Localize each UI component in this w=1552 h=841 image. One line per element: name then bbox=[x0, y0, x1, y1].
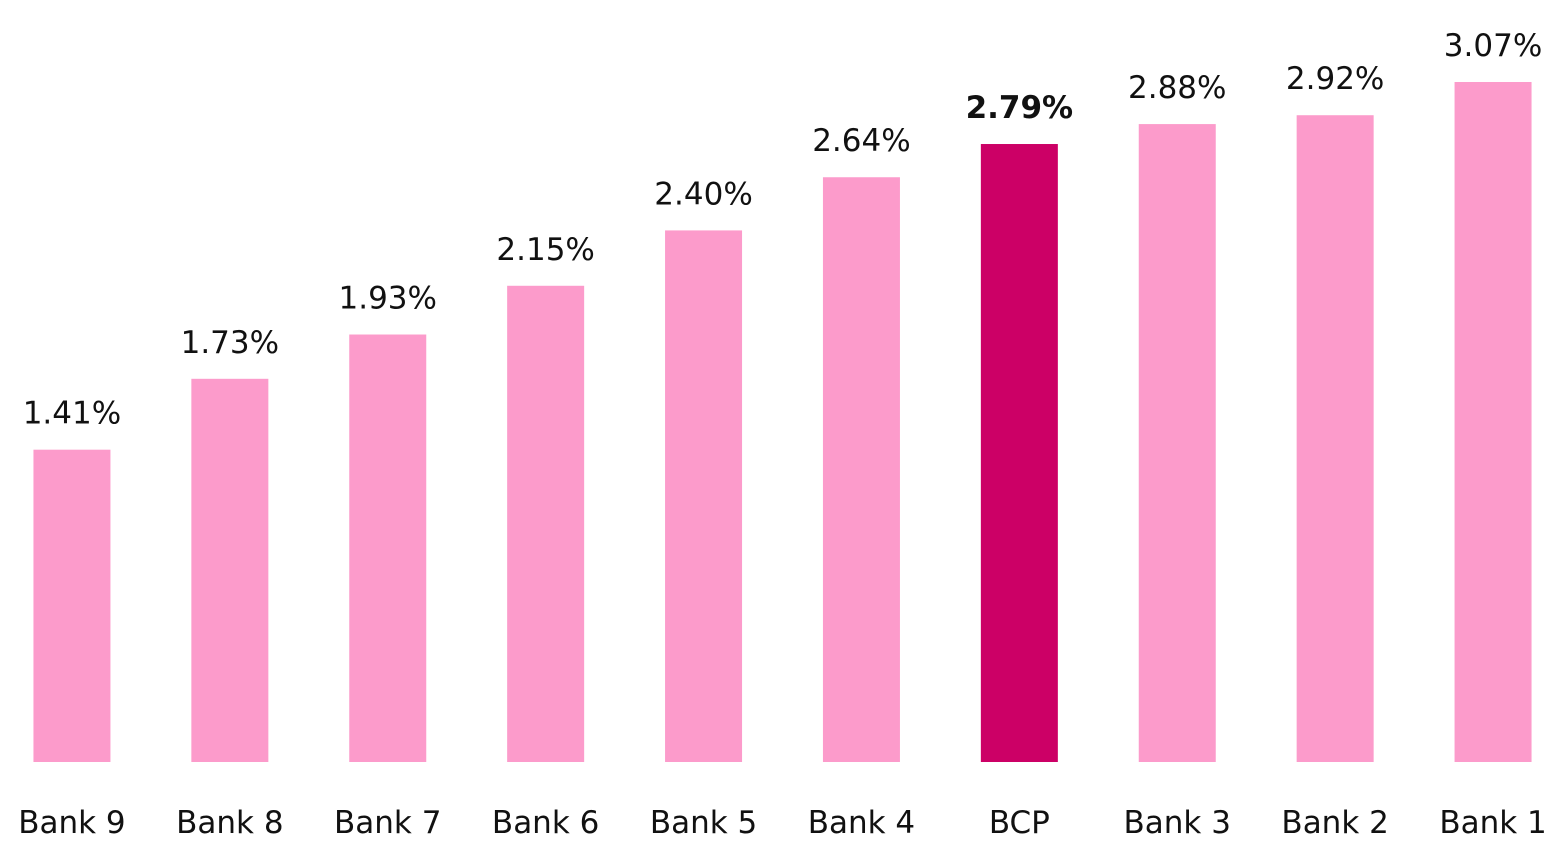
value-label: 3.07% bbox=[1444, 28, 1542, 64]
bar bbox=[349, 334, 427, 762]
x-tick-label: Bank 6 bbox=[492, 805, 599, 841]
x-tick-label: Bank 5 bbox=[650, 805, 757, 841]
x-tick-label: Bank 3 bbox=[1124, 805, 1231, 841]
x-tick-label: Bank 8 bbox=[176, 805, 283, 841]
x-tick-label: Bank 7 bbox=[334, 805, 441, 841]
value-label: 1.41% bbox=[23, 396, 121, 432]
x-tick-label: Bank 9 bbox=[18, 805, 125, 841]
x-tick-label: BCP bbox=[989, 805, 1050, 841]
value-label: 2.92% bbox=[1286, 61, 1384, 97]
x-tick-label: Bank 4 bbox=[808, 805, 915, 841]
bar bbox=[33, 449, 111, 762]
bar bbox=[1138, 124, 1216, 762]
value-label: 2.88% bbox=[1128, 70, 1226, 106]
value-label: 2.15% bbox=[496, 232, 594, 268]
bar bbox=[507, 285, 585, 762]
x-tick-label: Bank 2 bbox=[1281, 805, 1388, 841]
bar bbox=[980, 144, 1058, 763]
value-label: 2.64% bbox=[812, 123, 910, 159]
bar bbox=[1454, 82, 1532, 762]
bar bbox=[665, 230, 743, 762]
bar bbox=[822, 177, 900, 763]
x-tick-label: Bank 1 bbox=[1439, 805, 1546, 841]
value-label: 1.73% bbox=[181, 325, 279, 361]
value-label: 1.93% bbox=[339, 281, 437, 317]
bar bbox=[1296, 115, 1374, 763]
value-label: 2.79% bbox=[966, 90, 1074, 126]
bar bbox=[191, 378, 269, 762]
value-label: 2.40% bbox=[654, 176, 752, 212]
